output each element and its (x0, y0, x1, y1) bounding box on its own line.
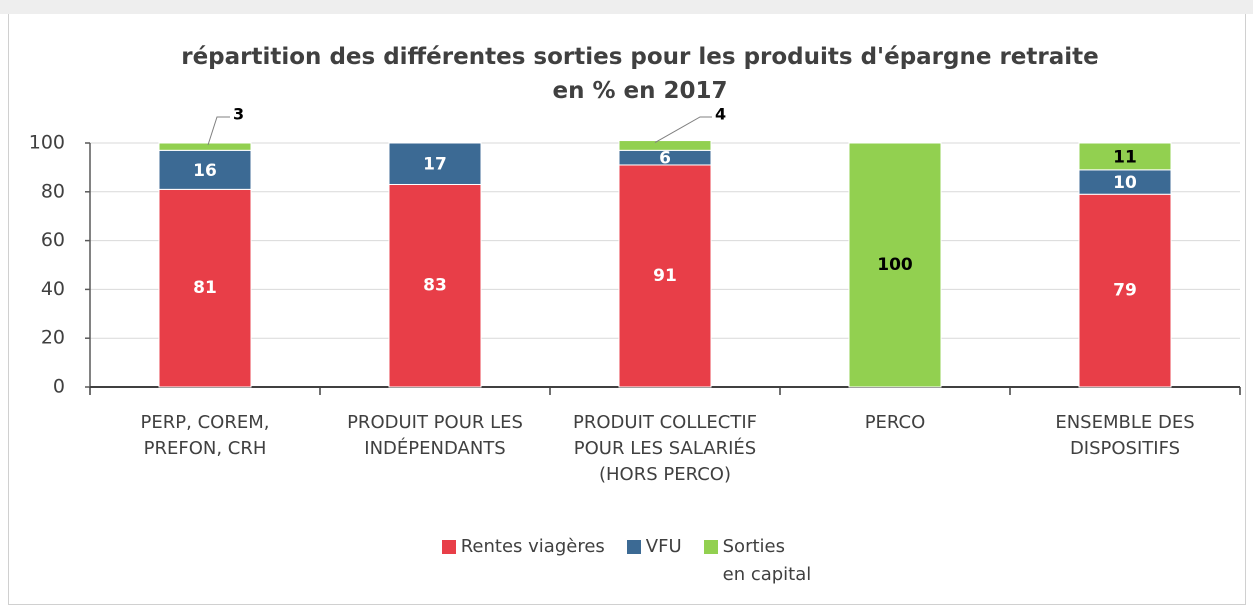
data-label: 10 (1113, 173, 1137, 193)
legend-swatch (703, 540, 718, 554)
leader-line (654, 116, 712, 143)
y-tick-label: 60 (41, 229, 65, 251)
legend-item: Rentes viagères (441, 533, 605, 589)
chart-title: répartition des différentes sorties pour… (181, 44, 1099, 104)
data-label: 83 (423, 276, 447, 296)
leader-line (207, 116, 230, 146)
bar-segment (388, 183, 482, 388)
legend-item: Sorties en capital (703, 533, 812, 589)
bar-segment (158, 149, 252, 190)
bar-segment (618, 140, 712, 151)
data-label: 11 (1113, 147, 1137, 167)
legend-swatch (441, 540, 456, 554)
data-label: 4 (715, 105, 726, 124)
bar-segment (1078, 193, 1172, 388)
y-tick-label: 0 (53, 376, 65, 398)
bar-segment (1078, 169, 1172, 195)
x-tick-label: PERCO (864, 412, 926, 433)
bar-segment (1078, 142, 1172, 171)
legend-label: Sorties en capital (722, 536, 812, 585)
data-label: 100 (877, 255, 913, 275)
x-tick-label: ENSEMBLE DES DISPOSITIFS (1055, 412, 1195, 459)
chart-frame (8, 14, 1246, 605)
bar-segment (158, 188, 252, 388)
top-bar (0, 0, 1253, 14)
legend-swatch (626, 540, 641, 554)
data-label: 16 (193, 161, 217, 181)
legend: Rentes viagères VFU Sorties en capital (0, 533, 1253, 589)
y-tick-label: 100 (29, 132, 65, 154)
bar-segment (618, 164, 712, 388)
data-label: 79 (1113, 281, 1137, 301)
data-label: 3 (233, 105, 244, 124)
bar-segment (848, 142, 942, 388)
bar-segment (388, 142, 482, 185)
legend-label: VFU (645, 536, 682, 557)
x-tick-label: PRODUIT COLLECTIF POUR LES SALARIÉS (HOR… (573, 412, 757, 485)
data-label: 91 (653, 266, 677, 286)
y-tick-label: 80 (41, 180, 65, 202)
y-tick-label: 40 (41, 278, 65, 300)
x-tick-label: PRODUIT POUR LES INDÉPENDANTS (347, 412, 523, 459)
y-tick-label: 20 (41, 327, 65, 349)
data-label: 81 (193, 278, 217, 298)
legend-label: Rentes viagères (460, 536, 605, 557)
x-tick-label: PERP, COREM, PREFON, CRH (140, 412, 270, 459)
legend-item: VFU (626, 533, 682, 589)
data-label: 17 (423, 155, 447, 175)
data-label: 6 (659, 149, 671, 169)
bar-segment (158, 142, 252, 151)
